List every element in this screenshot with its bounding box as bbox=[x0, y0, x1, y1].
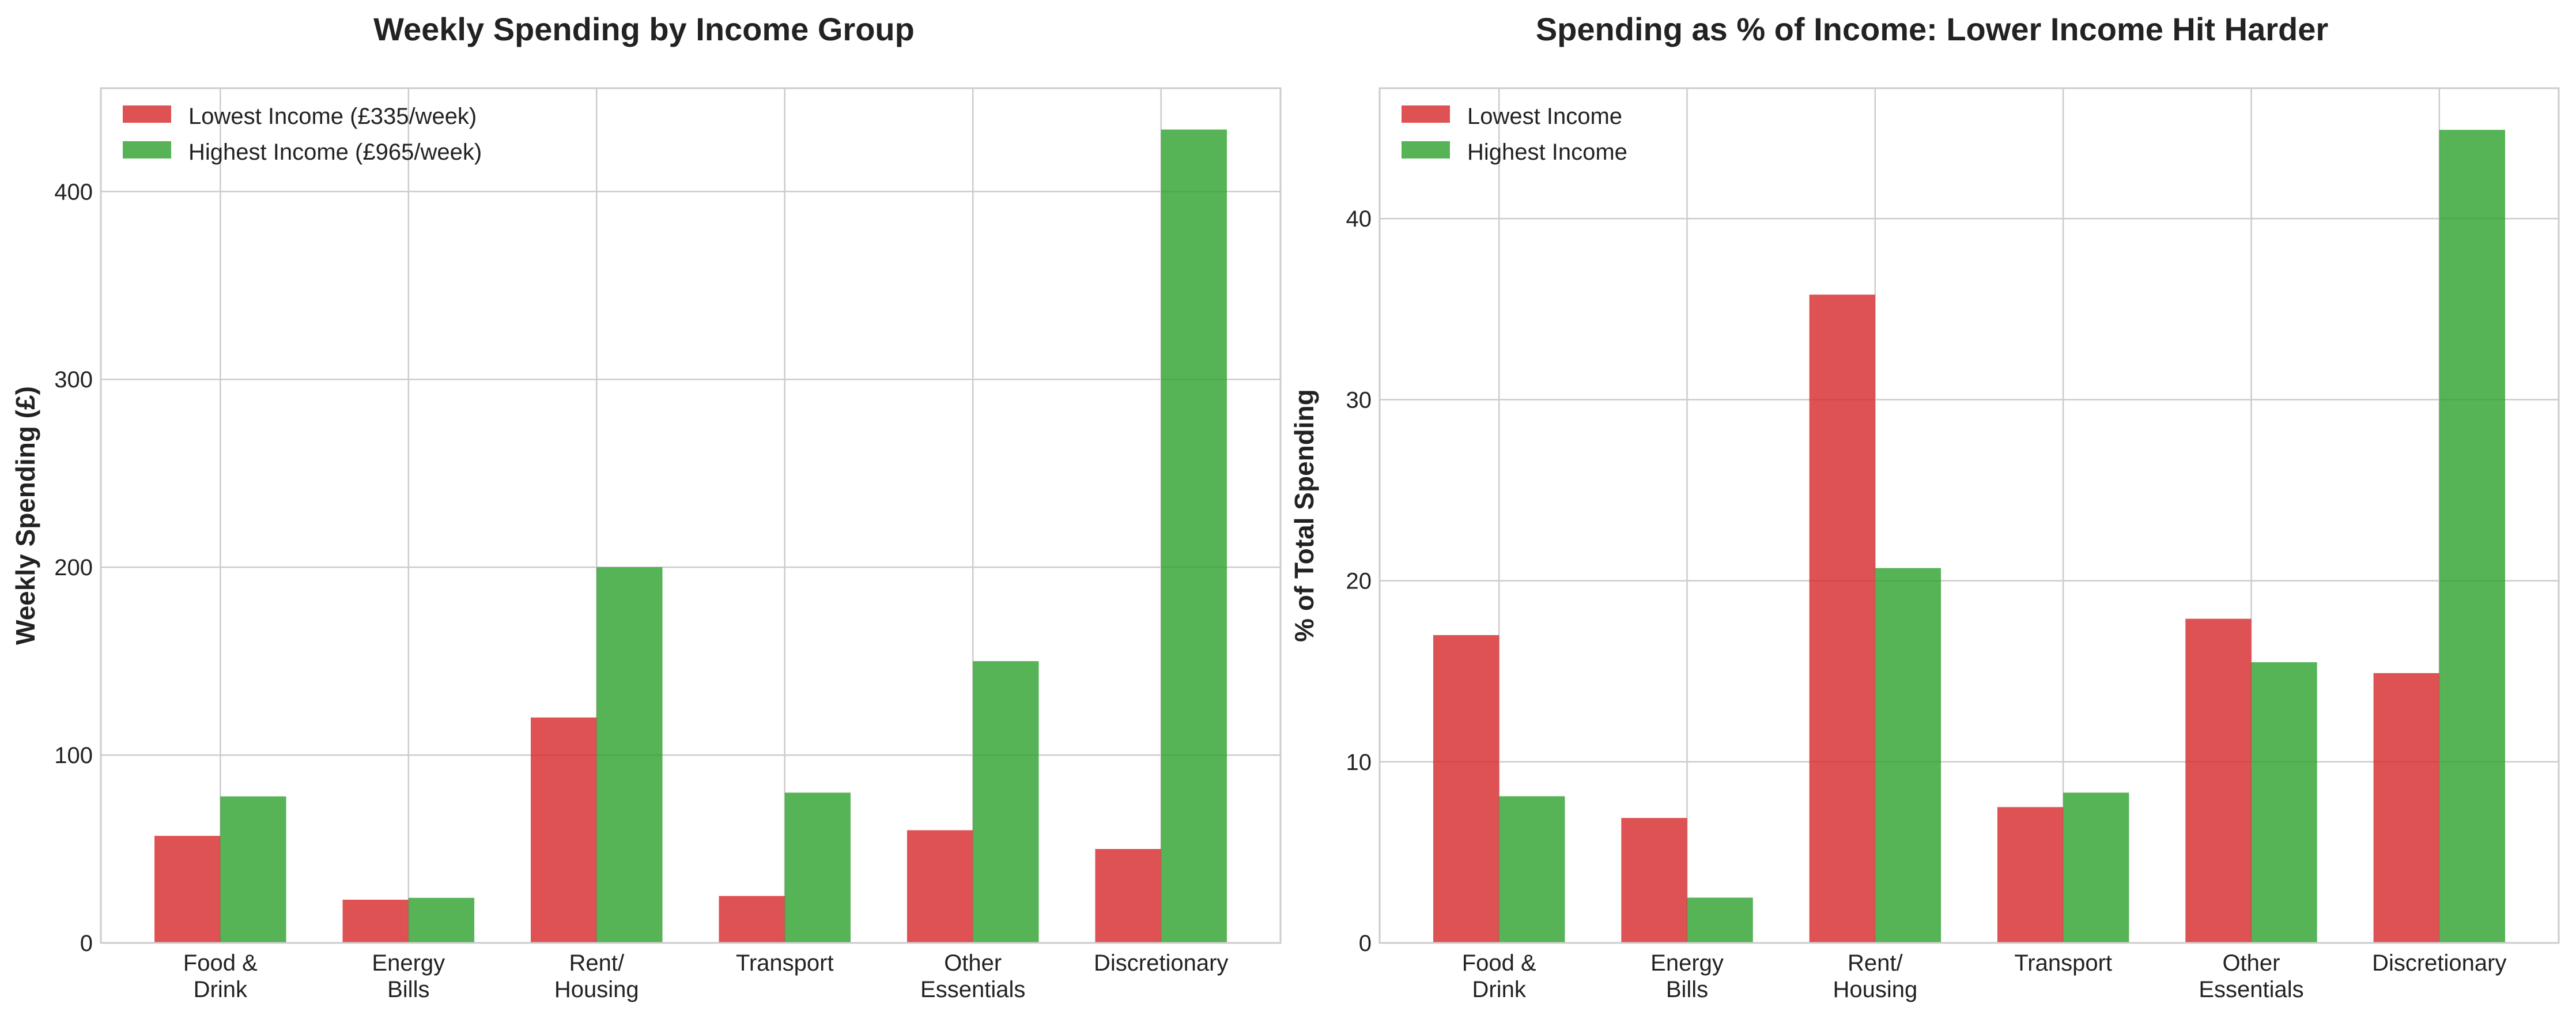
x-tick-label: Food & Drink bbox=[183, 950, 258, 1002]
y-tick-label: 40 bbox=[1346, 206, 1372, 232]
x-tick-label: Discretionary bbox=[1094, 950, 1228, 976]
legend-label: Lowest Income bbox=[1467, 104, 1622, 129]
percent-spending-chart: Spending as % of Income: Lower Income Hi… bbox=[1288, 0, 2576, 1019]
chart-title: Spending as % of Income: Lower Income Hi… bbox=[1535, 11, 2329, 47]
legend-swatch bbox=[123, 141, 171, 158]
bar bbox=[1161, 129, 1227, 943]
y-tick-label: 0 bbox=[80, 931, 93, 956]
legend-swatch bbox=[1402, 105, 1450, 123]
bar bbox=[784, 792, 851, 943]
bar bbox=[2439, 130, 2505, 943]
y-tick-label: 200 bbox=[54, 555, 93, 580]
y-tick-label: 30 bbox=[1346, 387, 1372, 413]
bar bbox=[1687, 897, 1753, 943]
plot-area bbox=[101, 88, 1281, 943]
legend-label: Highest Income (£965/week) bbox=[188, 139, 482, 165]
bar bbox=[2063, 792, 2129, 943]
axes-frame bbox=[1378, 87, 2560, 944]
plot-area bbox=[1380, 88, 2559, 943]
bar bbox=[719, 896, 785, 943]
bar bbox=[906, 830, 973, 943]
bar bbox=[1621, 818, 1687, 943]
legend-label: Highest Income bbox=[1467, 139, 1627, 165]
bar bbox=[1433, 635, 1499, 943]
weekly-spending-plot: 0 100 200 300 400 Food & Drink Energy Bills Rent/… bbox=[10, 87, 1282, 1002]
x-tick-label: Other Essentials bbox=[920, 950, 1025, 1002]
axes-frame bbox=[100, 87, 1282, 944]
bar bbox=[220, 796, 286, 943]
bar bbox=[1809, 295, 1875, 943]
x-tick-label: Rent/Housing bbox=[1833, 950, 1917, 1002]
bar bbox=[1499, 796, 1565, 943]
x-tick-label: Energy Bills bbox=[1650, 950, 1724, 1002]
bar bbox=[596, 567, 663, 943]
bar bbox=[1997, 807, 2064, 943]
bar bbox=[2251, 662, 2317, 943]
y-tick-label: 300 bbox=[54, 367, 93, 392]
x-tick-label: Energy Bills bbox=[372, 950, 445, 1002]
bar bbox=[408, 897, 475, 943]
x-tick-label: Transport bbox=[736, 950, 834, 976]
y-tick-label: 100 bbox=[54, 743, 93, 768]
bar bbox=[1095, 849, 1161, 943]
y-tick-label: 10 bbox=[1346, 750, 1372, 775]
y-tick-label: 0 bbox=[1359, 931, 1372, 956]
bar bbox=[973, 661, 1039, 943]
legend-label: Lowest Income (£335/week) bbox=[188, 104, 477, 129]
bar bbox=[530, 717, 597, 943]
percent-spending-plot: 0 10 20 30 40 Food & Drink Energy Bills Rent/Hous… bbox=[1289, 87, 2560, 1002]
legend-swatch bbox=[123, 105, 171, 123]
bar bbox=[2373, 673, 2439, 943]
bar bbox=[342, 900, 409, 943]
x-tick-label: Food & Drink bbox=[1462, 950, 1536, 1002]
weekly-spending-chart: Weekly Spending by Income Group 0 100 200 3… bbox=[10, 11, 1282, 1002]
x-tick-label: Rent/Housing bbox=[554, 950, 639, 1002]
x-tick-label: Transport bbox=[2014, 950, 2112, 976]
y-tick-label: 400 bbox=[54, 179, 93, 205]
x-tick-label: Discretionary bbox=[2372, 950, 2506, 976]
y-axis-label: Weekly Spending (£) bbox=[10, 386, 40, 645]
y-tick-label: 20 bbox=[1346, 569, 1372, 594]
legend-swatch bbox=[1402, 141, 1450, 158]
chart-title: Weekly Spending by Income Group bbox=[373, 11, 915, 47]
bar bbox=[154, 836, 221, 943]
y-axis-label: % of Total Spending bbox=[1289, 389, 1319, 642]
bar bbox=[1875, 568, 1942, 943]
bar bbox=[2185, 618, 2252, 943]
x-tick-label: Other Essentials bbox=[2199, 950, 2303, 1002]
